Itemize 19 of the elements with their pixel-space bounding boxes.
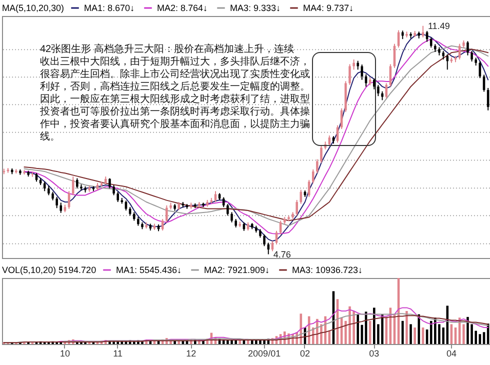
legend-title: VOL(5,10,20) 5194.720: [2, 265, 96, 275]
legend-label: MA1: 5545.436↓: [116, 265, 182, 275]
legend-label: MA2: 7921.909↓: [204, 265, 270, 275]
x-tick-label: 02: [300, 348, 310, 358]
legend-label: MA2: 8.764↓: [157, 3, 208, 13]
x-tick-label: 12: [186, 348, 196, 358]
x-tick-label: 10: [60, 348, 70, 358]
annotation: 11.49: [428, 20, 450, 31]
x-tick-label: 11: [113, 348, 123, 358]
annotation: 42张图生形 高档急升三大阳：股价在高档加速上升，连续收出三根中大阳线，由于短期升幅过大，多头排队后继不济，很容易产生回档。除非上市公司经营状况出现了实质性变化或利好，否则，高档连拉三阳线之后总要发生一定幅度的调整。因此，一般应在第三根大阳线形成之时考虑获利了结，进取型投资者也可等股价拉出第一条阴线时再考虑采取行动。具体操作中，投资者要认真研究个股基本面和消息面，以提防主力骗线。: [39, 43, 310, 142]
x-tick-label: 03: [369, 348, 380, 358]
legend-label: MA3: 9.333↓: [230, 3, 281, 13]
x-tick-label: 04: [446, 348, 456, 358]
legend-label: MA1: 8.670↓: [84, 3, 135, 13]
legend-label: MA3: 10936.723↓: [292, 265, 363, 275]
annotation: 4.76: [273, 249, 291, 260]
legend-label: MA4: 9.737↓: [303, 3, 354, 13]
legend-title: MA(5,10,20,30): [2, 3, 64, 13]
x-tick-label: 2009/01: [248, 348, 281, 358]
